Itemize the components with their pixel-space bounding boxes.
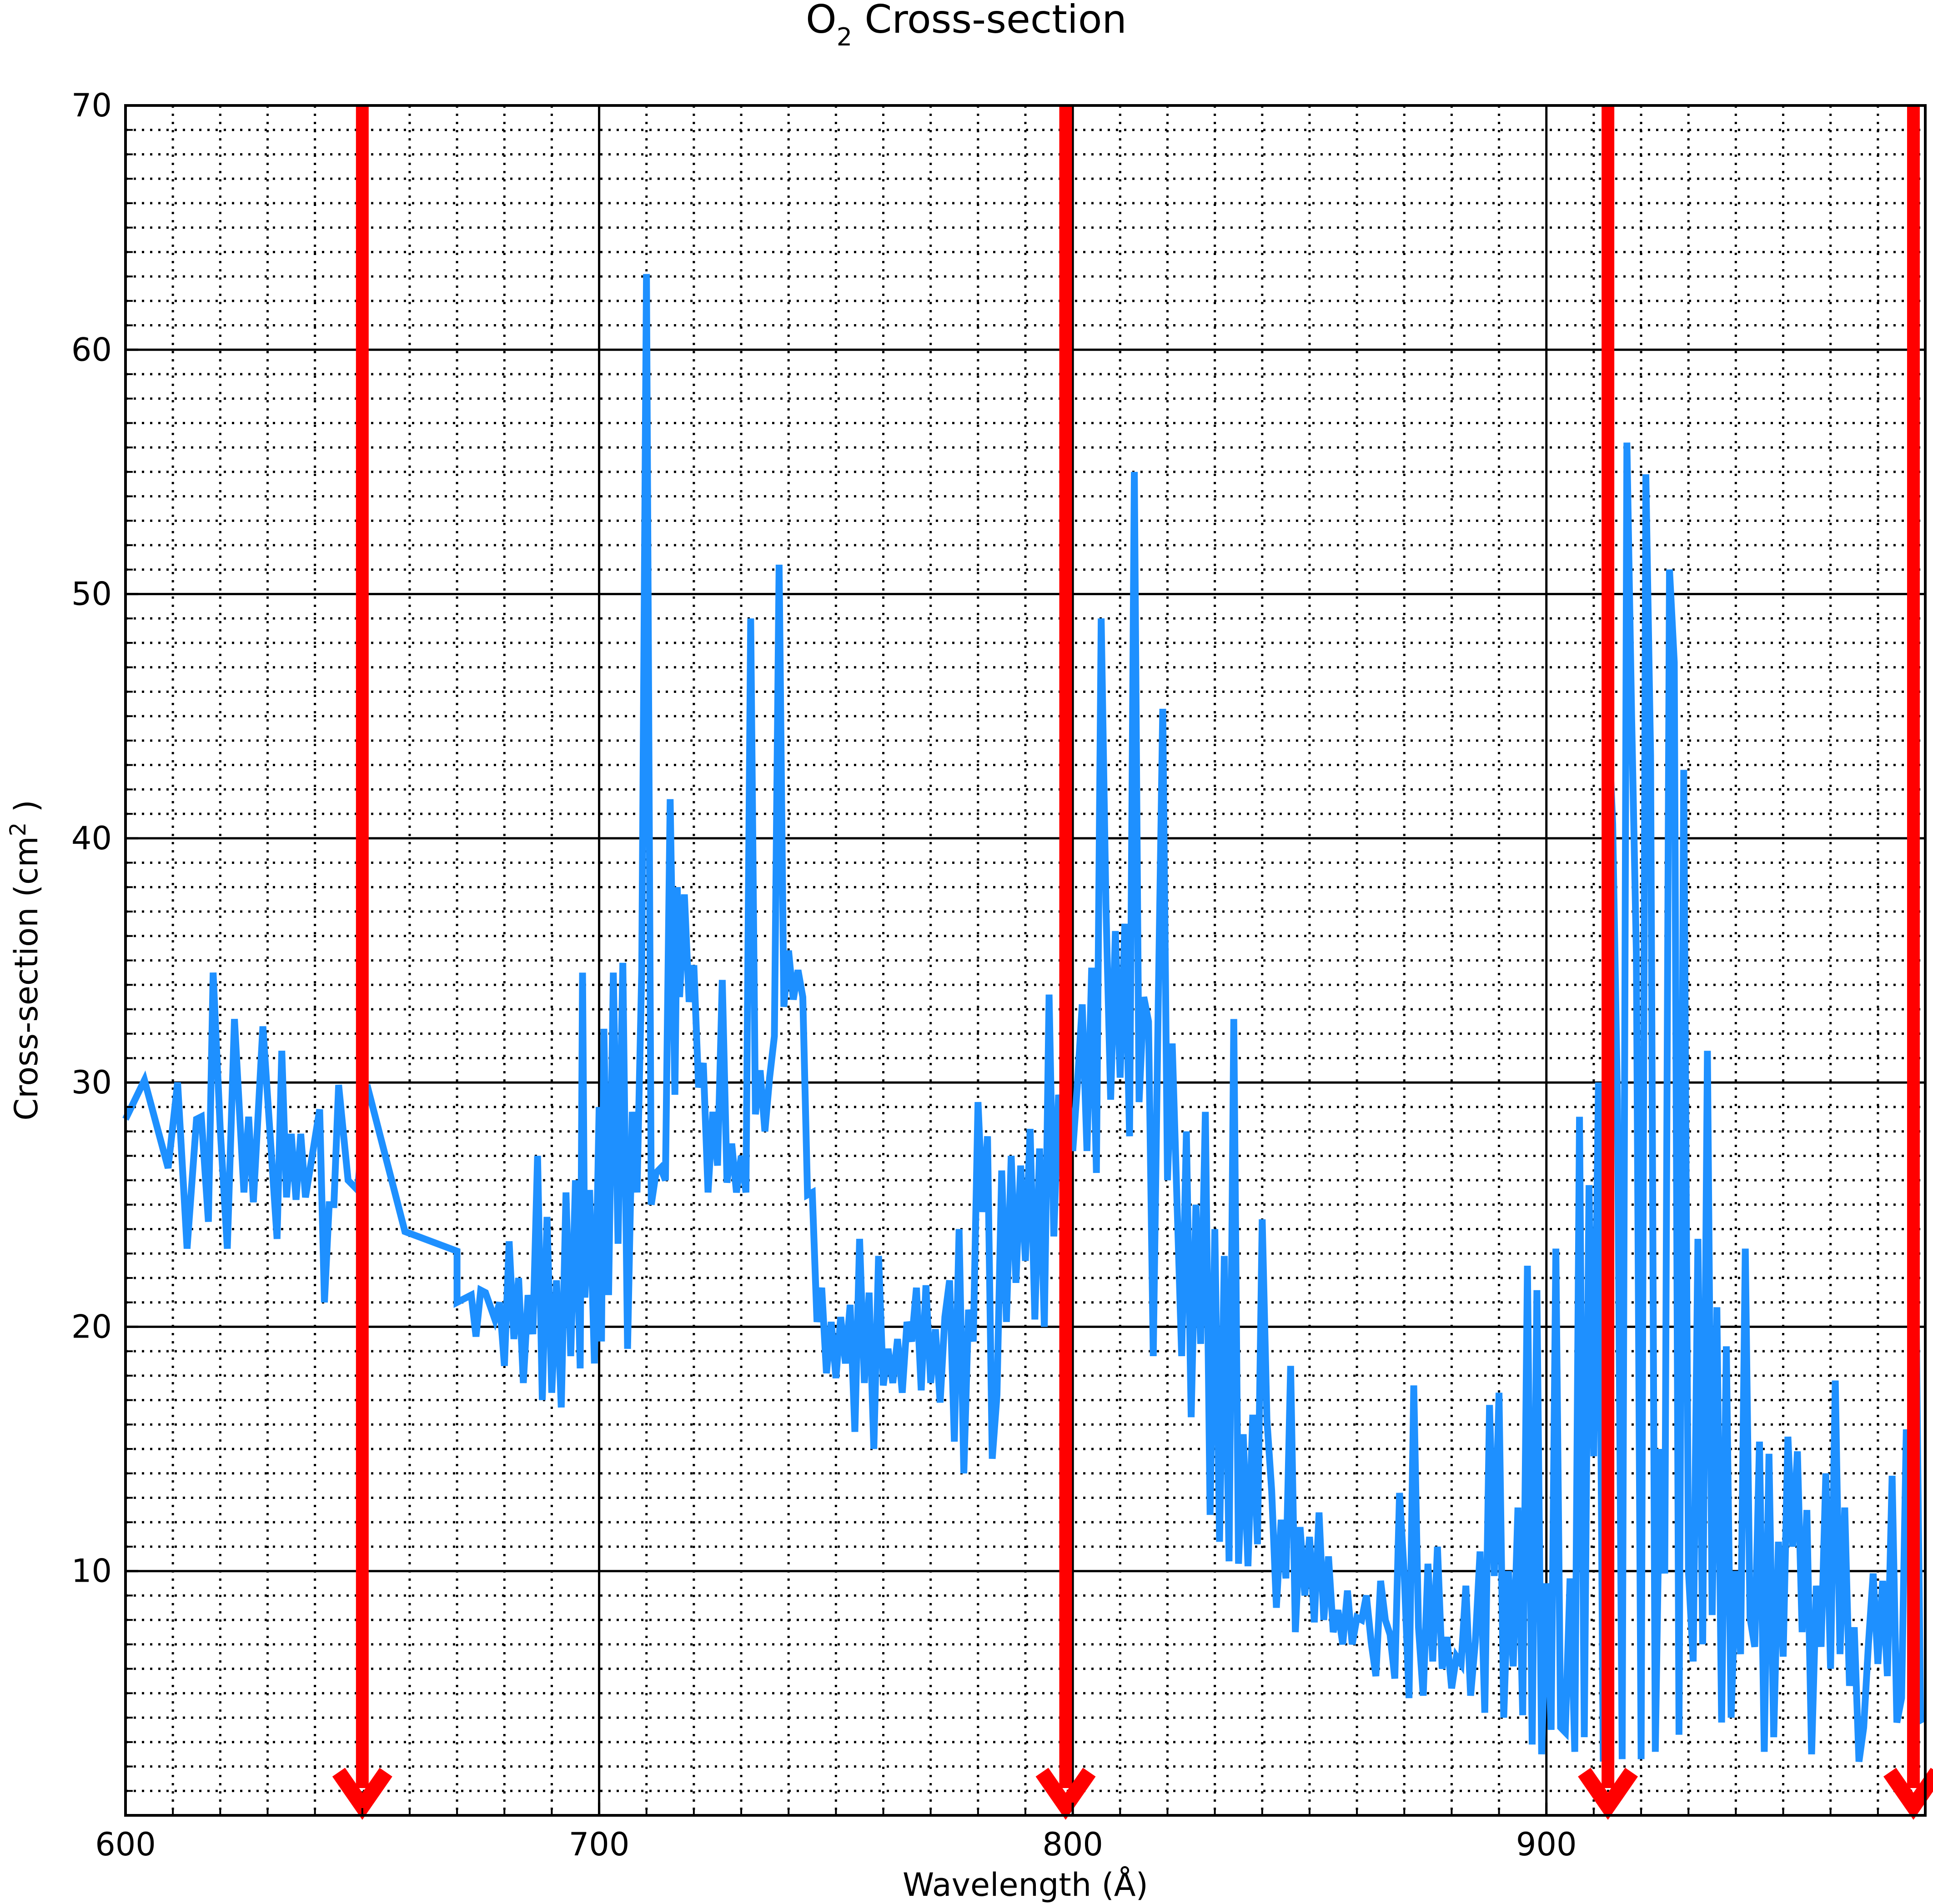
y-tick-label: 10 (71, 1553, 112, 1590)
x-tick-label: 700 (569, 1826, 630, 1863)
x-tick-label: 900 (1516, 1826, 1577, 1863)
y-tick-label: 30 (71, 1064, 112, 1101)
x-axis-label: Wavelength (Å) (903, 1866, 1148, 1904)
x-axis: 600 700 800 900 (95, 1803, 1879, 1863)
arrow-marker (332, 105, 392, 1820)
y-tick-label: 20 (71, 1308, 112, 1345)
arrow-marker-head (332, 1768, 392, 1820)
y-tick-label: 70 (71, 87, 112, 124)
series-layer (122, 274, 1927, 1762)
series-line (122, 274, 1927, 1762)
arrow-marker-head (1578, 1768, 1638, 1820)
arrow-marker (1035, 105, 1096, 1820)
y-axis-label: Cross-section (cm2 ) (5, 800, 45, 1121)
arrow-marker (1578, 105, 1638, 1820)
chart-title: O2 Cross-section (806, 0, 1127, 51)
chart-title-subscript: 2 (837, 23, 852, 51)
arrow-marker-head (1883, 1768, 1933, 1820)
y-axis-label-superscript: 2 (5, 822, 31, 837)
y-tick-label: 50 (71, 576, 112, 613)
y-tick-label: 40 (71, 820, 112, 857)
y-axis: 10 20 30 40 50 60 70 (71, 87, 138, 1792)
x-tick-label: 800 (1042, 1826, 1103, 1863)
arrow-marker (1883, 105, 1933, 1820)
marker-layer (332, 105, 1933, 1820)
x-tick-label: 600 (95, 1826, 156, 1863)
y-tick-label: 60 (71, 331, 112, 368)
arrow-marker-head (1035, 1768, 1096, 1820)
